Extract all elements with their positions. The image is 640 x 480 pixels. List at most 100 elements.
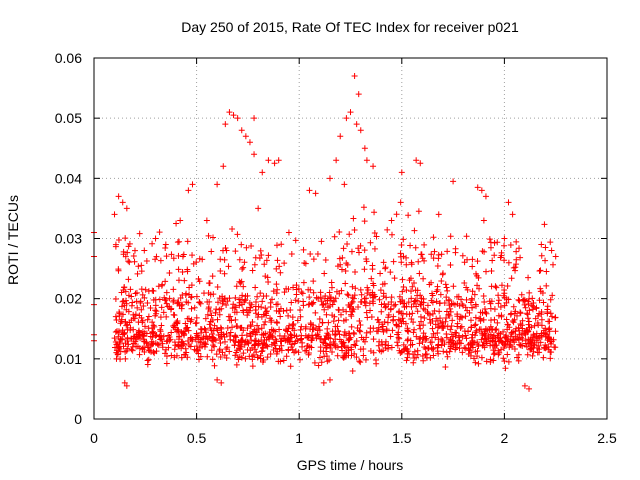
data-point: [181, 328, 188, 335]
data-point: [355, 91, 362, 98]
data-point: [346, 330, 353, 337]
data-point: [417, 325, 424, 332]
data-point: [270, 327, 277, 334]
data-point: [525, 315, 532, 322]
data-point: [270, 347, 277, 354]
data-point: [472, 332, 479, 339]
data-point: [134, 270, 141, 277]
data-point: [508, 275, 515, 282]
data-point: [138, 268, 145, 275]
data-point: [545, 346, 552, 353]
data-point: [503, 332, 510, 339]
data-point: [255, 205, 262, 212]
data-point: [448, 331, 455, 338]
data-point: [183, 290, 190, 297]
data-point: [242, 293, 249, 300]
data-point: [186, 341, 193, 348]
data-point: [443, 330, 450, 337]
data-point: [421, 241, 428, 248]
data-point: [492, 327, 499, 334]
data-point: [507, 333, 514, 340]
data-point: [125, 276, 132, 283]
data-point: [285, 325, 292, 332]
data-point: [317, 354, 324, 361]
data-point: [469, 288, 476, 295]
data-point: [306, 301, 313, 308]
data-point: [310, 278, 317, 285]
data-point: [249, 267, 256, 274]
data-point: [405, 328, 412, 335]
data-point: [232, 248, 239, 255]
data-point: [226, 348, 233, 355]
data-point: [409, 310, 416, 317]
data-point: [545, 318, 552, 325]
data-point: [506, 341, 513, 348]
data-point: [287, 334, 294, 341]
data-point: [494, 319, 501, 326]
data-point: [283, 307, 290, 314]
data-point: [400, 318, 407, 325]
data-point: [461, 279, 468, 286]
data-point: [210, 234, 217, 241]
data-point: [117, 356, 124, 363]
data-point: [138, 306, 145, 313]
data-point: [189, 252, 196, 259]
data-point: [198, 326, 205, 333]
data-point: [450, 178, 457, 185]
data-point: [324, 330, 331, 337]
data-point: [467, 344, 474, 351]
data-point: [298, 289, 305, 296]
data-point: [171, 312, 178, 319]
data-point: [389, 327, 396, 334]
data-point: [416, 270, 423, 277]
data-point: [246, 353, 253, 360]
data-point: [133, 331, 140, 338]
data-point: [179, 253, 186, 260]
data-point: [288, 299, 295, 306]
data-point: [382, 338, 389, 345]
data-point: [529, 295, 536, 302]
data-point: [498, 312, 505, 319]
data-point: [411, 298, 418, 305]
data-point: [213, 325, 220, 332]
data-point: [184, 268, 191, 275]
data-point: [443, 349, 450, 356]
data-point: [226, 332, 233, 339]
data-point: [321, 353, 328, 360]
data-point: [186, 291, 193, 298]
data-point: [213, 306, 220, 313]
data-point: [254, 293, 261, 300]
data-point: [122, 318, 129, 325]
data-point: [490, 357, 497, 364]
data-point: [522, 304, 529, 311]
data-point: [275, 157, 282, 164]
data-point: [255, 311, 262, 318]
data-point: [348, 344, 355, 351]
data-point: [383, 327, 390, 334]
data-point: [473, 327, 480, 334]
data-point: [232, 332, 239, 339]
data-point: [112, 296, 119, 303]
data-point: [498, 282, 505, 289]
data-point: [465, 341, 472, 348]
data-point: [502, 365, 509, 372]
data-point: [281, 333, 288, 340]
data-point: [465, 327, 472, 334]
data-point: [471, 291, 478, 298]
data-point: [476, 315, 483, 322]
data-point: [480, 316, 487, 323]
data-point: [327, 294, 334, 301]
data-point: [479, 331, 486, 338]
data-point: [349, 298, 356, 305]
data-point: [342, 354, 349, 360]
data-point: [546, 325, 553, 332]
data-point: [120, 330, 127, 337]
data-point: [398, 349, 405, 356]
data-point: [112, 344, 118, 351]
data-point: [436, 308, 443, 315]
data-point: [447, 261, 454, 268]
data-point: [192, 320, 199, 327]
data-point: [223, 355, 230, 362]
data-point: [305, 350, 312, 357]
